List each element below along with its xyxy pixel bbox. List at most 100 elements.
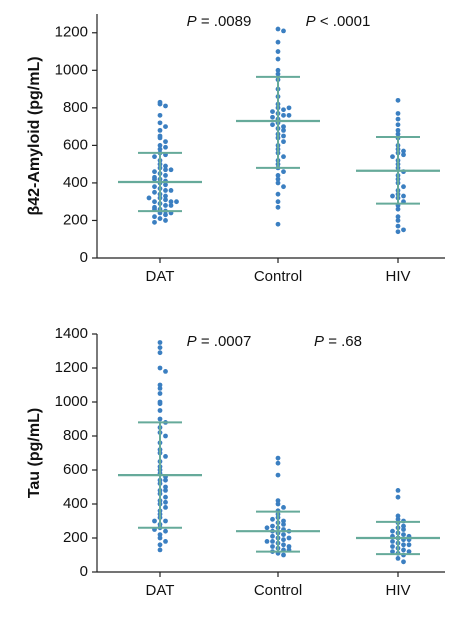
- data-point: [401, 152, 406, 158]
- data-point: [275, 455, 281, 461]
- data-point: [157, 547, 163, 553]
- data-point: [163, 193, 168, 199]
- data-point: [157, 542, 163, 548]
- data-point: [270, 516, 275, 522]
- data-point: [275, 49, 281, 54]
- data-point: [163, 144, 168, 150]
- data-point: [395, 111, 401, 116]
- data-point: [281, 184, 286, 190]
- data-point: [275, 501, 281, 507]
- data-point: [406, 542, 412, 548]
- data-point: [275, 204, 281, 210]
- data-point: [168, 188, 174, 193]
- data-point: [395, 206, 401, 212]
- data-point: [270, 523, 275, 529]
- data-point: [281, 532, 286, 537]
- data-point: [163, 139, 168, 145]
- data-point: [395, 214, 401, 220]
- data-point: [275, 221, 281, 227]
- data-point: [275, 56, 281, 62]
- data-point: [163, 518, 168, 524]
- y-tick-label: 600: [63, 136, 88, 153]
- y-tick-label: 1400: [55, 325, 88, 342]
- data-point: [270, 122, 275, 128]
- data-point: [163, 433, 168, 439]
- y-tick-label: 1200: [55, 24, 88, 41]
- data-point: [270, 544, 275, 549]
- data-point: [390, 539, 395, 544]
- data-point: [152, 219, 157, 225]
- data-point: [401, 542, 406, 548]
- data-point: [281, 139, 286, 145]
- data-point: [275, 173, 281, 178]
- data-point: [286, 105, 292, 111]
- data-point: [157, 142, 163, 148]
- data-point: [390, 549, 395, 554]
- data-point: [281, 505, 286, 510]
- x-tick-label: HIV: [385, 268, 410, 285]
- data-point: [275, 26, 281, 32]
- data-point: [270, 109, 275, 114]
- data-point: [286, 112, 292, 118]
- data-point: [163, 103, 168, 109]
- data-point: [395, 494, 401, 500]
- y-tick-label: 1200: [55, 359, 88, 376]
- data-point: [281, 522, 286, 527]
- data-point: [401, 559, 406, 565]
- data-point: [401, 184, 406, 190]
- data-point: [163, 197, 168, 203]
- data-point: [157, 382, 163, 388]
- data-point: [281, 552, 286, 558]
- data-point: [152, 184, 157, 190]
- data-point: [163, 494, 168, 500]
- data-point: [401, 148, 406, 154]
- y-tick-label: 0: [80, 563, 88, 580]
- y-tick-label: 200: [63, 529, 88, 546]
- data-point: [157, 127, 163, 133]
- data-point: [163, 167, 168, 173]
- data-point: [395, 513, 401, 519]
- data-point: [275, 39, 281, 45]
- y-axis-label: β42-Amyloid (pg/mL): [26, 56, 43, 215]
- data-point: [286, 544, 292, 549]
- data-point: [390, 154, 395, 160]
- data-point: [286, 535, 292, 541]
- p-value: P = .0089: [187, 13, 252, 30]
- data-point: [163, 484, 168, 490]
- data-point: [163, 539, 168, 544]
- data-point: [157, 146, 163, 152]
- data-point: [281, 107, 286, 113]
- data-point: [281, 537, 286, 543]
- data-point: [395, 556, 401, 561]
- y-axis-label: Tau (pg/mL): [26, 408, 43, 498]
- data-point: [157, 135, 163, 141]
- p-value: P = .0007: [187, 333, 252, 350]
- data-point: [152, 189, 157, 195]
- data-point: [152, 214, 157, 220]
- data-point: [157, 535, 163, 541]
- data-point: [275, 67, 281, 73]
- data-point: [174, 199, 179, 205]
- data-point: [146, 195, 152, 201]
- data-point: [270, 539, 275, 544]
- data-point: [390, 544, 395, 549]
- data-point: [157, 216, 163, 221]
- data-point: [157, 416, 163, 422]
- data-point: [395, 97, 401, 103]
- data-point: [157, 391, 163, 396]
- y-tick-label: 600: [63, 461, 88, 478]
- data-point: [270, 114, 275, 120]
- data-point: [401, 532, 406, 537]
- data-point: [168, 199, 174, 205]
- data-point: [163, 124, 168, 130]
- data-point: [401, 227, 406, 233]
- data-point: [157, 120, 163, 126]
- data-point: [163, 488, 168, 493]
- data-point: [395, 116, 401, 122]
- data-point: [395, 127, 401, 133]
- data-point: [395, 516, 401, 522]
- data-point: [281, 124, 286, 130]
- data-point: [163, 218, 168, 223]
- data-point: [157, 340, 163, 345]
- data-point: [163, 505, 168, 510]
